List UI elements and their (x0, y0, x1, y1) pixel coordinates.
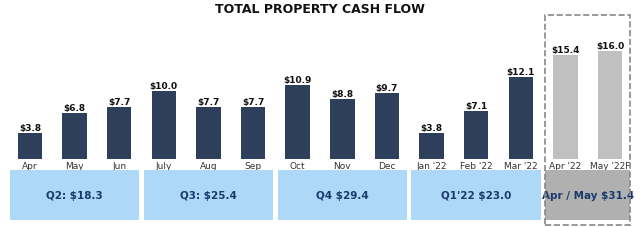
Text: $7.7: $7.7 (242, 97, 264, 106)
Bar (464, 111, 488, 159)
Text: $6.8: $6.8 (63, 103, 86, 112)
Bar (509, 78, 533, 159)
Bar (545, 170, 630, 220)
Text: Q2: $18.3: Q2: $18.3 (46, 190, 103, 200)
Text: $16.0: $16.0 (596, 42, 624, 51)
Bar (196, 107, 221, 159)
Bar (152, 92, 176, 159)
Bar (18, 133, 42, 159)
Bar (419, 133, 444, 159)
Bar (598, 52, 622, 159)
Bar (374, 94, 399, 159)
Text: $7.7: $7.7 (197, 97, 220, 106)
Text: $8.8: $8.8 (332, 90, 353, 99)
Text: Q4 $29.4: Q4 $29.4 (316, 190, 369, 200)
Text: $9.7: $9.7 (376, 84, 398, 93)
Text: $10.0: $10.0 (150, 82, 178, 91)
Text: $12.1: $12.1 (507, 68, 535, 77)
Bar (412, 170, 541, 220)
Bar (62, 113, 87, 159)
Text: $3.8: $3.8 (19, 123, 41, 132)
Title: TOTAL PROPERTY CASH FLOW: TOTAL PROPERTY CASH FLOW (215, 3, 425, 16)
Text: Q3: $25.4: Q3: $25.4 (180, 190, 237, 200)
Text: $10.9: $10.9 (284, 76, 312, 85)
Bar (10, 170, 140, 220)
Text: $7.1: $7.1 (465, 101, 487, 110)
Text: Q1'22 $23.0: Q1'22 $23.0 (441, 190, 511, 200)
Text: $3.8: $3.8 (420, 123, 443, 132)
Text: Apr / May $31.4: Apr / May $31.4 (541, 190, 634, 200)
Bar (278, 170, 407, 220)
Text: $15.4: $15.4 (551, 46, 580, 55)
Text: $7.7: $7.7 (108, 97, 131, 106)
Bar (241, 107, 266, 159)
Bar (107, 107, 131, 159)
Bar (330, 100, 355, 159)
Bar (553, 56, 578, 159)
Bar (144, 170, 273, 220)
Bar (285, 86, 310, 159)
